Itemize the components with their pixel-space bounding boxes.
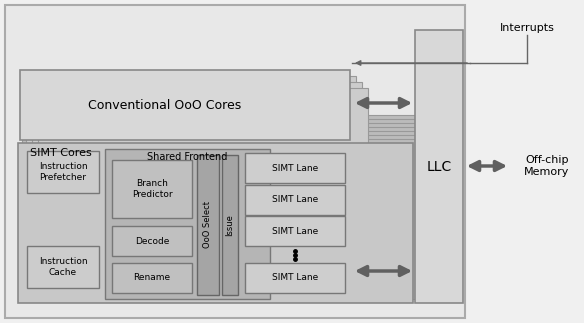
Text: Off-chip
Memory: Off-chip Memory (524, 155, 569, 177)
Bar (18, 143, 413, 303)
Text: SIMT Lane: SIMT Lane (272, 226, 318, 235)
Text: LLC: LLC (426, 160, 451, 173)
Text: Instruction
Cache: Instruction Cache (39, 257, 88, 277)
Bar (112, 226, 192, 256)
Text: Instruction
Prefetcher: Instruction Prefetcher (39, 162, 88, 182)
Text: SIMT Cores: SIMT Cores (30, 148, 92, 158)
Bar (32, 82, 362, 152)
Text: SIMT Lane: SIMT Lane (272, 195, 318, 204)
Bar (222, 155, 238, 295)
Bar (415, 30, 463, 303)
Bar (245, 263, 345, 293)
Text: Conventional OoO Cores: Conventional OoO Cores (88, 99, 242, 111)
Bar (245, 216, 345, 246)
Bar (112, 263, 192, 293)
Bar (5, 5, 465, 318)
Bar (34, 127, 429, 287)
Bar (197, 155, 219, 295)
Text: Issue: Issue (225, 214, 235, 236)
Text: OoO Select: OoO Select (203, 202, 213, 248)
Bar (46, 115, 441, 275)
Text: SIMT Lane: SIMT Lane (272, 163, 318, 172)
Bar (42, 119, 437, 279)
Bar (30, 131, 425, 291)
Text: Interrupts: Interrupts (499, 23, 554, 33)
Text: Rename: Rename (133, 274, 171, 283)
Text: Branch
Predictor: Branch Predictor (131, 179, 172, 199)
Bar (26, 76, 356, 146)
Bar (112, 160, 192, 218)
Text: Shared Frontend: Shared Frontend (147, 152, 228, 162)
Bar (105, 149, 270, 299)
Bar (22, 139, 417, 299)
Bar (27, 151, 99, 193)
Text: SIMT Lane: SIMT Lane (272, 274, 318, 283)
Bar (38, 123, 433, 283)
Bar (26, 135, 421, 295)
Bar (245, 185, 345, 215)
Text: Decode: Decode (135, 236, 169, 245)
Bar (245, 153, 345, 183)
Bar (20, 70, 350, 140)
Bar (27, 246, 99, 288)
Bar (38, 88, 368, 158)
